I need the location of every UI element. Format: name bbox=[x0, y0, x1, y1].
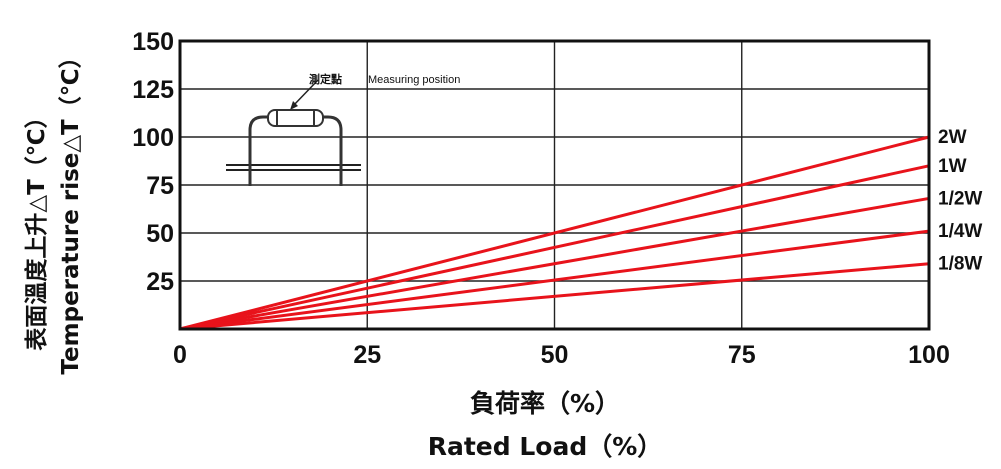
inset-left-lead bbox=[248, 115, 268, 186]
y-axis-title-english: Temperature rise△T（℃） bbox=[57, 45, 84, 374]
series-line bbox=[179, 135, 930, 331]
y-tick-label: 150 bbox=[132, 28, 174, 56]
series-label: 1/2W bbox=[938, 188, 982, 209]
series-line bbox=[179, 229, 930, 331]
series-lines bbox=[179, 135, 930, 331]
y-tick-label: 50 bbox=[146, 220, 174, 248]
inset-label-chinese: 測定點 bbox=[309, 72, 342, 86]
y-tick-label: 100 bbox=[132, 124, 174, 152]
series-label: 1W bbox=[938, 156, 967, 177]
inset-pointer-arrow bbox=[291, 79, 319, 108]
y-tick-labels: 25 50 75 100 125 150 bbox=[132, 28, 174, 296]
x-axis-title-chinese: 負荷率（%） bbox=[470, 389, 620, 418]
inset-right-lead bbox=[323, 115, 343, 186]
series-label: 1/4W bbox=[938, 221, 982, 242]
x-tick-label: 75 bbox=[728, 341, 756, 369]
series-labels: 2W 1W 1/2W 1/4W 1/8W bbox=[938, 127, 982, 275]
inset-resistor-body bbox=[267, 109, 324, 127]
plot-frame bbox=[178, 39, 931, 331]
series-label: 1/8W bbox=[938, 254, 982, 275]
inset-label-english: Measuring position bbox=[368, 74, 460, 86]
x-tick-label: 25 bbox=[353, 341, 381, 369]
x-tick-label: 0 bbox=[173, 341, 187, 369]
x-tick-label: 100 bbox=[908, 341, 950, 369]
y-axis-title-chinese: 表面溫度上升△T（℃） bbox=[23, 105, 50, 350]
x-axis-title-english: Rated Load（%） bbox=[428, 432, 663, 461]
y-tick-label: 75 bbox=[146, 172, 174, 200]
x-tick-labels: 0 25 50 75 100 bbox=[173, 341, 950, 369]
series-label: 2W bbox=[938, 127, 967, 148]
inset-arrowhead bbox=[290, 101, 298, 110]
grid-lines bbox=[179, 40, 930, 329]
series-line bbox=[179, 164, 930, 331]
measuring-position-inset: 測定點 Measuring position bbox=[226, 72, 460, 186]
series-line bbox=[179, 196, 930, 331]
y-tick-label: 125 bbox=[132, 76, 174, 104]
y-tick-label: 25 bbox=[146, 268, 174, 296]
series-line bbox=[179, 262, 930, 331]
x-tick-label: 50 bbox=[541, 341, 569, 369]
